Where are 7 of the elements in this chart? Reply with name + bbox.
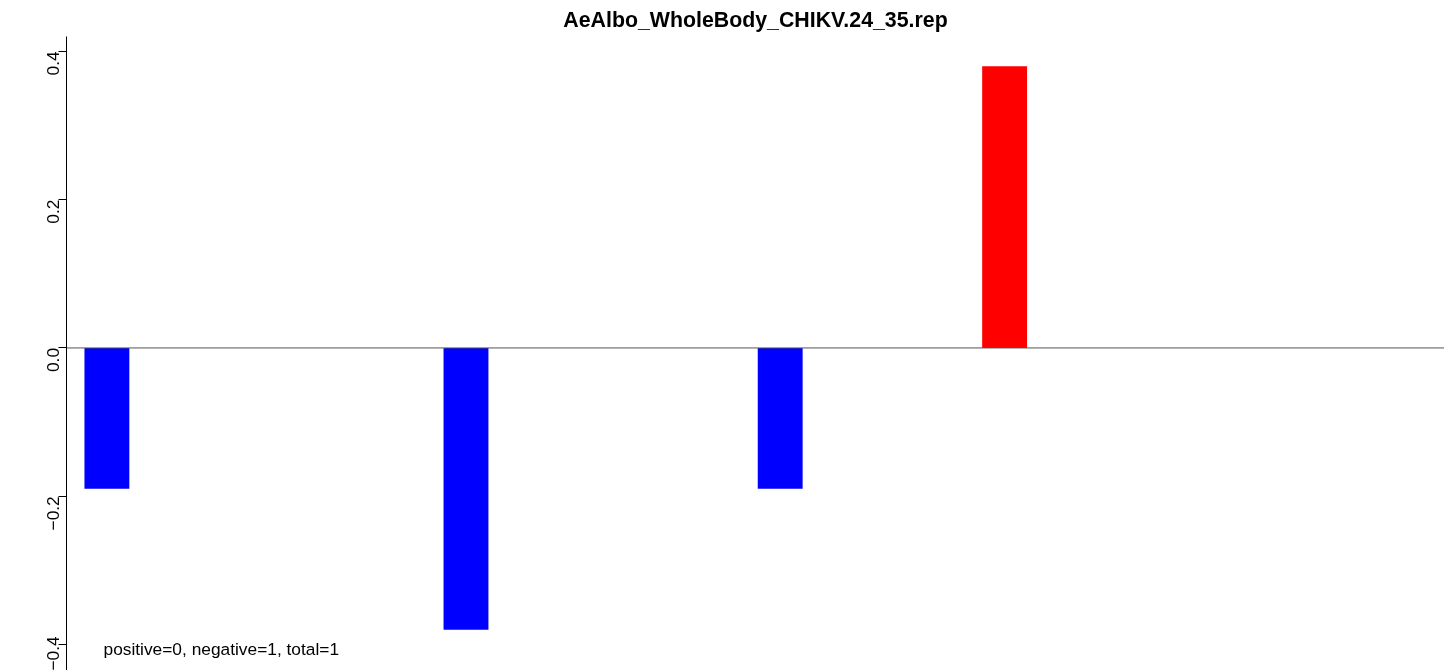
y-tick-label: 0.4 (43, 50, 64, 76)
y-tick-label: −0.4 (43, 635, 64, 670)
y-tick-label: −0.2 (43, 496, 64, 531)
chart-title: AeAlbo_WholeBody_CHIKV.24_35.rep (563, 7, 948, 32)
y-tick-label: 0.0 (43, 347, 64, 373)
annotation: positive=0, negative=1, total=1 (103, 638, 340, 659)
y-tick-label: 0.2 (43, 199, 64, 224)
